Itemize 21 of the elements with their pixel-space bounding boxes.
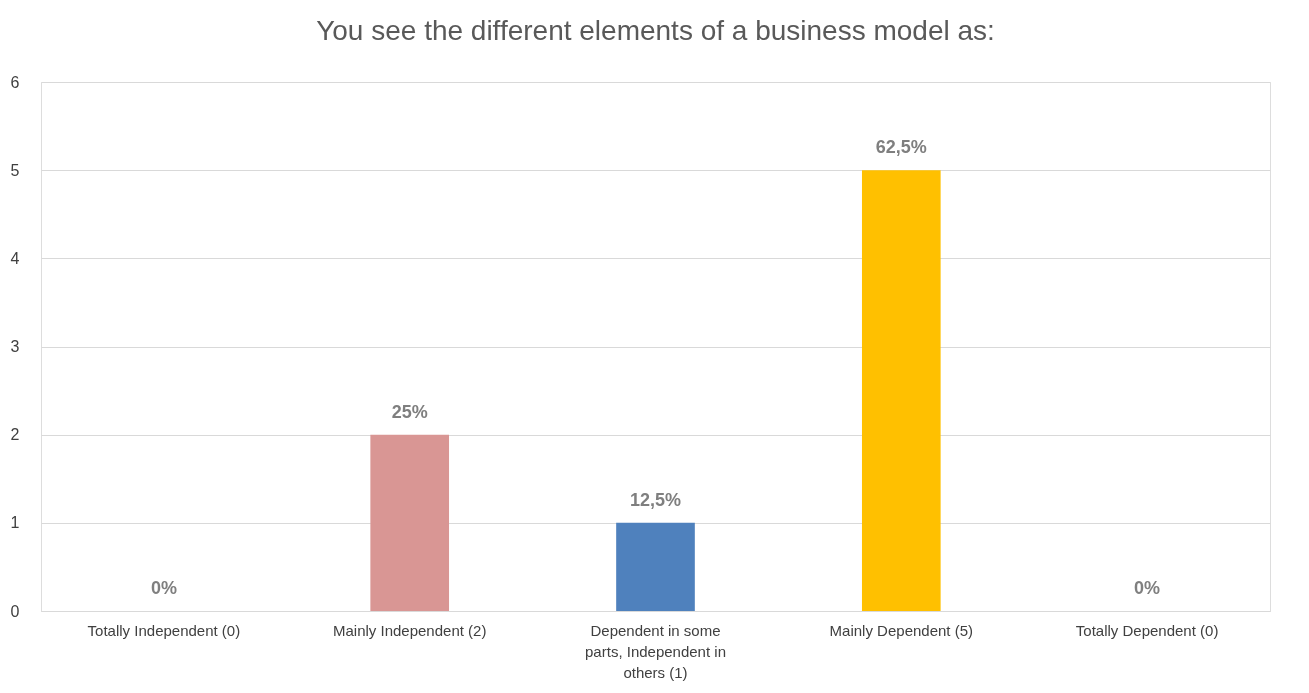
y-tick-label: 1: [10, 514, 20, 532]
y-tick-label: 5: [10, 161, 20, 179]
x-tick-label: Mainly Independent (2): [332, 621, 487, 639]
chart-title: You see the different elements of a business model as:: [316, 15, 995, 46]
annotation: 25%: [391, 401, 428, 422]
y-tick-label: 3: [10, 338, 20, 355]
annotation: 0%: [150, 578, 177, 598]
annotation: 12,5%: [629, 489, 682, 510]
x-tick-label: Mainly Dependent (5): [829, 621, 974, 639]
x-tick-label: Totally Independent (0): [87, 621, 241, 639]
bar: [370, 434, 450, 611]
y-tick-label: 2: [10, 426, 20, 444]
x-tick-label: Totally Dependent (0): [1075, 621, 1219, 639]
bar: [861, 170, 941, 611]
annotation: 0%: [1134, 578, 1161, 598]
y-tick-label: 6: [10, 73, 20, 91]
bar: [616, 522, 695, 611]
y-tick-label: 4: [10, 249, 20, 267]
x-tick-label: Dependent in some parts, Independent in others (1): [585, 621, 726, 681]
annotation: 62,5%: [875, 137, 927, 158]
y-tick-label: 0: [10, 602, 20, 620]
